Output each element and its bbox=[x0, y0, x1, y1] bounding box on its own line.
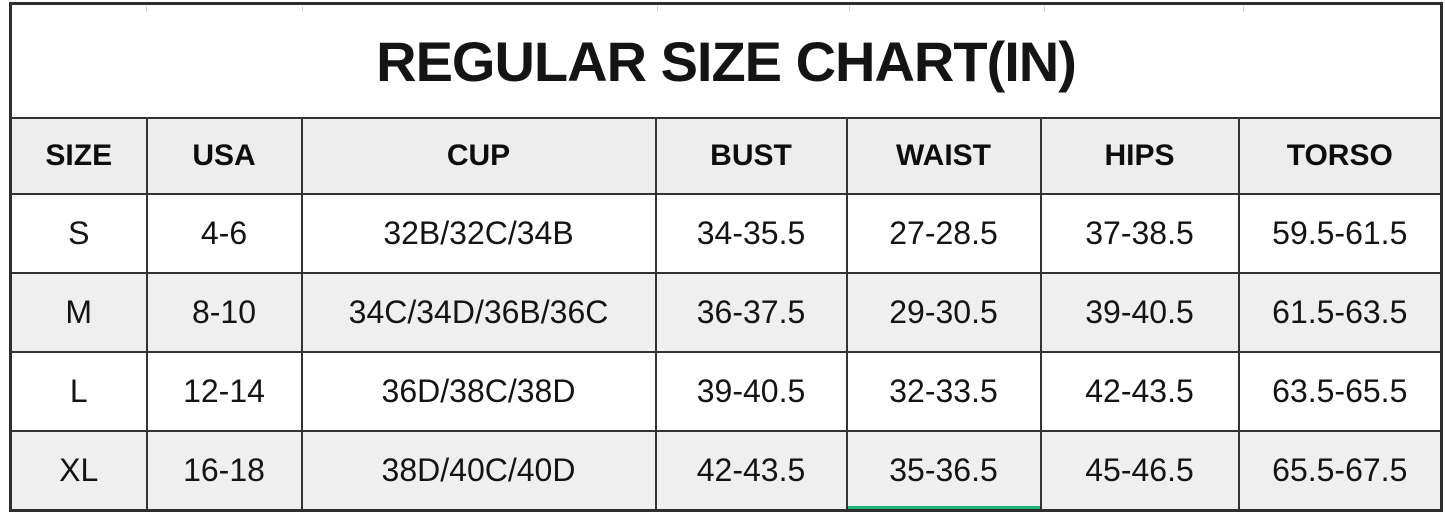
cell-l-bust: 39-40.5 bbox=[654, 351, 848, 432]
cell-xl-size: XL bbox=[9, 430, 148, 512]
table-row-m: M 8-10 34C/34D/36B/36C 36-37.5 29-30.5 3… bbox=[9, 272, 1443, 353]
cell-xl-waist: 35-36.5 bbox=[845, 430, 1042, 512]
col-header-size: SIZE bbox=[9, 117, 148, 195]
cell-l-waist: 32-33.5 bbox=[845, 351, 1042, 432]
column-border-stub bbox=[657, 6, 658, 12]
table-row-s: S 4-6 32B/32C/34B 34-35.5 27-28.5 37-38.… bbox=[9, 193, 1443, 274]
cell-m-size: M bbox=[9, 272, 148, 353]
cell-m-cup: 34C/34D/36B/36C bbox=[300, 272, 657, 353]
cell-l-usa: 12-14 bbox=[145, 351, 303, 432]
cell-xl-usa: 16-18 bbox=[145, 430, 303, 512]
cell-xl-bust: 42-43.5 bbox=[654, 430, 848, 512]
cell-m-bust: 36-37.5 bbox=[654, 272, 848, 353]
cell-xl-hips: 45-46.5 bbox=[1039, 430, 1240, 512]
cell-s-bust: 34-35.5 bbox=[654, 193, 848, 274]
cell-l-size: L bbox=[9, 351, 148, 432]
column-border-stub bbox=[146, 6, 147, 12]
cell-xl-waist-value: 35-36.5 bbox=[889, 452, 998, 488]
table-row-xl: XL 16-18 38D/40C/40D 42-43.5 35-36.5 45-… bbox=[9, 430, 1443, 512]
cell-m-waist: 29-30.5 bbox=[845, 272, 1042, 353]
size-chart-table: REGULAR SIZE CHART(IN) SIZE USA CUP BUST… bbox=[9, 2, 1444, 512]
cell-s-waist: 27-28.5 bbox=[845, 193, 1042, 274]
table-row-l: L 12-14 36D/38C/38D 39-40.5 32-33.5 42-4… bbox=[9, 351, 1443, 432]
col-header-waist: WAIST bbox=[845, 117, 1042, 195]
column-border-stub bbox=[1044, 6, 1045, 12]
cell-l-hips: 42-43.5 bbox=[1039, 351, 1240, 432]
cell-m-usa: 8-10 bbox=[145, 272, 303, 353]
cell-s-cup: 32B/32C/34B bbox=[300, 193, 657, 274]
header-row: SIZE USA CUP BUST WAIST HIPS TORSO bbox=[9, 117, 1443, 195]
column-border-stub bbox=[302, 6, 303, 12]
col-header-bust: BUST bbox=[654, 117, 848, 195]
cell-xl-cup: 38D/40C/40D bbox=[300, 430, 657, 512]
cell-s-hips: 37-38.5 bbox=[1039, 193, 1240, 274]
col-header-torso: TORSO bbox=[1237, 117, 1443, 195]
column-border-stub bbox=[1243, 6, 1244, 12]
waist-accent-underline bbox=[848, 506, 1039, 509]
cell-s-size: S bbox=[9, 193, 148, 274]
cell-xl-torso: 65.5-67.5 bbox=[1237, 430, 1443, 512]
col-header-usa: USA bbox=[145, 117, 303, 195]
cell-l-torso: 63.5-65.5 bbox=[1237, 351, 1443, 432]
title-row: REGULAR SIZE CHART(IN) bbox=[9, 2, 1443, 119]
cell-l-cup: 36D/38C/38D bbox=[300, 351, 657, 432]
col-header-cup: CUP bbox=[300, 117, 657, 195]
cell-s-usa: 4-6 bbox=[145, 193, 303, 274]
col-header-hips: HIPS bbox=[1039, 117, 1240, 195]
chart-title: REGULAR SIZE CHART(IN) bbox=[9, 2, 1443, 119]
cell-m-hips: 39-40.5 bbox=[1039, 272, 1240, 353]
column-border-stub bbox=[849, 6, 850, 12]
cell-m-torso: 61.5-63.5 bbox=[1237, 272, 1443, 353]
cell-s-torso: 59.5-61.5 bbox=[1237, 193, 1443, 274]
